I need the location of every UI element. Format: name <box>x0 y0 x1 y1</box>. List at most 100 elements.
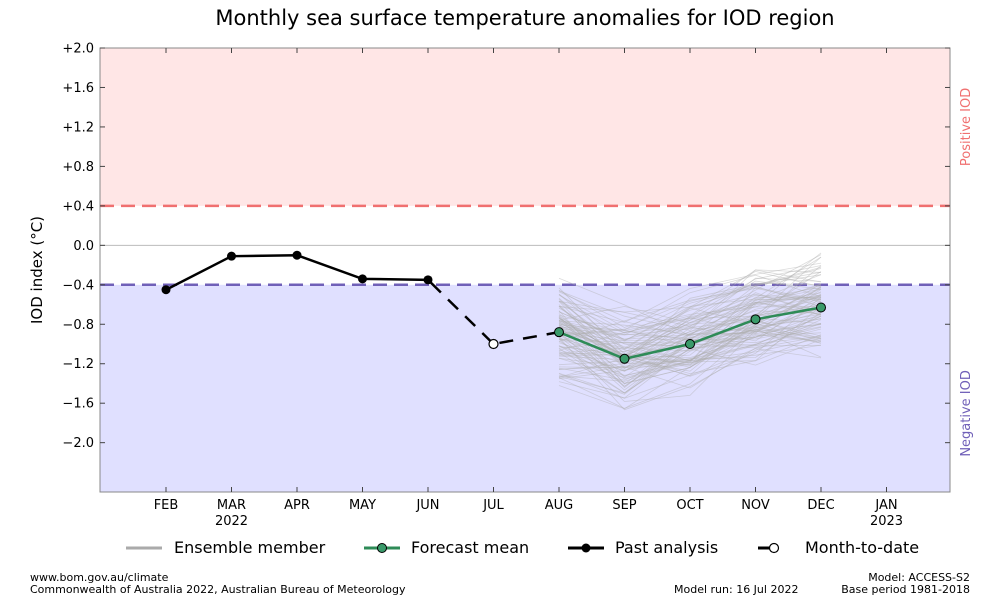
ensemble-member-line <box>558 337 822 370</box>
ensemble-member-line <box>558 293 822 341</box>
ensemble-member-line <box>558 287 822 349</box>
data-lines <box>161 250 826 364</box>
footer-base-period: Base period 1981-2018 <box>841 583 970 596</box>
ensemble-member-line <box>558 294 822 351</box>
ensemble-member-line <box>558 310 822 385</box>
ensemble-member-line <box>558 296 822 377</box>
past-analysis-point <box>292 250 302 260</box>
x-tick-label: MAY <box>349 498 376 513</box>
legend-past-label: Past analysis <box>615 538 718 557</box>
y-tick-label: −0.8 <box>62 318 94 333</box>
footer-copyright: Commonwealth of Australia 2022, Australi… <box>30 583 406 596</box>
chart-title: Monthly sea surface temperature anomalie… <box>215 6 834 30</box>
y-tick-label: −0.4 <box>62 278 94 293</box>
ensemble-member-line <box>558 334 822 379</box>
ensemble-member-line <box>558 291 822 385</box>
past-analysis-point <box>227 251 236 261</box>
ensemble-member-line <box>558 315 822 361</box>
ensemble-member-line <box>558 274 822 328</box>
y-tick-label: +2.0 <box>62 42 94 57</box>
footer-model-run: Model run: 16 Jul 2022 <box>674 583 799 596</box>
ensemble-member-line <box>558 305 822 375</box>
ensemble-member-line <box>558 318 822 368</box>
x-tick-label: NOV <box>741 498 770 513</box>
ensemble-member-line <box>558 307 822 366</box>
y-tick-label: +1.6 <box>62 81 94 96</box>
ensemble-member-line <box>558 274 822 331</box>
legend-mtd-marker <box>768 542 780 554</box>
ensemble-member-line <box>558 289 822 370</box>
ensemble-member-line <box>558 326 822 368</box>
negative-iod-label: Negative IOD <box>959 370 974 457</box>
negative-iod-band <box>100 284 950 492</box>
ensemble-member-line <box>558 288 822 372</box>
ensemble-member-line <box>558 285 822 336</box>
footer-left: www.bom.gov.au/climate Commonwealth of A… <box>30 572 405 596</box>
ensemble-member-line <box>558 299 822 376</box>
ensemble-member-line <box>558 280 822 355</box>
ensemble-member-line <box>558 265 822 340</box>
y-tick-label: 0.0 <box>73 239 94 254</box>
ensemble-member-line <box>558 254 822 327</box>
ensemble-member-line <box>558 328 822 409</box>
past-analysis-point <box>358 274 367 284</box>
ensemble-member-line <box>558 323 822 381</box>
ensemble-member-line <box>558 299 822 365</box>
ensemble-member-line <box>558 271 822 339</box>
positive-iod-label: Positive IOD <box>959 88 974 166</box>
ensemble-member-line <box>558 295 822 361</box>
ensemble-member-line <box>558 252 822 331</box>
background-bands <box>100 48 950 492</box>
ensemble-member-line <box>558 325 822 365</box>
x-tick-label: JUN <box>415 498 439 513</box>
ensemble-member-line <box>558 317 822 362</box>
ensemble-member-line <box>558 291 822 337</box>
x-tick-label: FEB <box>154 498 179 513</box>
y-tick-label: −1.6 <box>62 397 94 412</box>
ensemble-member-line <box>558 265 822 353</box>
y-axis-label: IOD index (°C) <box>28 216 46 324</box>
ensemble-member-line <box>558 336 822 389</box>
footer-right: Model: ACCESS-S2 Base period 1981-2018 <box>841 572 970 596</box>
ensemble-member-line <box>558 262 822 323</box>
forecast-mean-point <box>685 339 695 349</box>
ensemble-member-line <box>558 329 822 402</box>
ensemble-member-line <box>558 269 822 334</box>
x-tick-label: JAN <box>874 498 897 513</box>
x-tick-year: 2023 <box>870 514 903 529</box>
plot-frame <box>99 47 951 493</box>
ensemble-member-line <box>558 304 822 384</box>
ensemble-member-line <box>558 283 822 368</box>
ensemble-member-line <box>558 344 822 377</box>
ensemble-member-line <box>558 270 822 351</box>
ensemble-member-line <box>558 266 822 337</box>
forecast-mean-point <box>750 314 761 325</box>
legend-forecast-label: Forecast mean <box>411 538 529 557</box>
y-tick-label: +0.4 <box>62 199 94 214</box>
mtd-connector-line <box>427 278 495 345</box>
ensemble-member-line <box>558 283 822 324</box>
x-tick-label: OCT <box>676 498 703 513</box>
ensemble-member-line <box>558 298 822 378</box>
x-tick-label: APR <box>284 498 310 513</box>
month-to-date-point <box>488 338 499 350</box>
forecast-mean-point <box>619 353 630 364</box>
ensemble-member-line <box>558 287 822 342</box>
ensemble-member-line <box>558 302 822 359</box>
forecast-mean-point <box>816 302 826 313</box>
legend-past-marker <box>581 543 591 553</box>
ensemble-member-line <box>558 320 822 399</box>
y-tick-label: +1.2 <box>62 120 94 135</box>
legend-mtd-label: Month-to-date <box>805 538 919 557</box>
ensemble-member-line <box>558 268 822 313</box>
x-tick-year: 2022 <box>215 514 248 529</box>
ensemble-member-line <box>558 274 822 340</box>
ensemble-member-line <box>558 282 822 358</box>
ensemble-member-line <box>558 269 822 331</box>
positive-iod-band <box>100 48 950 206</box>
ensemble-member-line <box>558 288 822 359</box>
ensemble-member-line <box>558 294 822 356</box>
ensemble-member-line <box>558 306 822 337</box>
ensemble-member-line <box>558 297 822 342</box>
ensemble-members <box>558 252 822 411</box>
